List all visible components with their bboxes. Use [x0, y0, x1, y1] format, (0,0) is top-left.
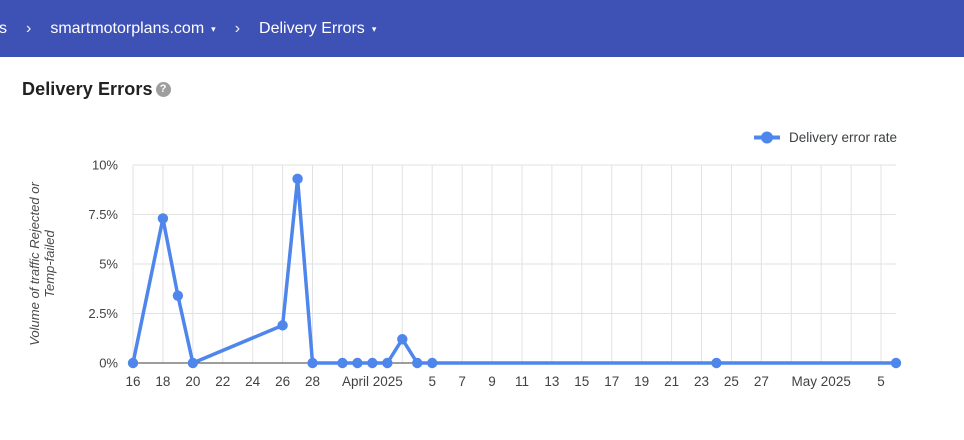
data-point-dot[interactable] [382, 357, 393, 369]
data-point-dot[interactable] [307, 357, 318, 369]
data-point-dot[interactable] [187, 357, 199, 369]
breadcrumb-item-domain[interactable]: smartmotorplans.com ▾ [50, 20, 215, 38]
breadcrumb-separator-icon: › [26, 19, 32, 37]
data-point-dot[interactable] [367, 357, 378, 369]
y-tick-label: 10% [92, 158, 118, 173]
breadcrumb: s › smartmotorplans.com ▾ › Delivery Err… [0, 20, 376, 38]
y-tick-label: 7.5% [88, 207, 118, 222]
legend-line-icon [753, 131, 780, 144]
data-point-dot[interactable] [172, 290, 184, 301]
x-tick-label: 5 [877, 374, 885, 389]
y-tick-label: 2.5% [88, 306, 118, 321]
data-point-dot[interactable] [397, 334, 408, 345]
data-point-dot[interactable] [890, 357, 902, 369]
breadcrumb-item-cropped[interactable]: s [0, 20, 7, 38]
y-axis-title: Volume of traffic Rejected orTemp-failed [27, 182, 57, 346]
x-tick-label: 18 [155, 374, 170, 389]
x-tick-label: April 2025 [342, 374, 403, 389]
y-tick-label: 0% [99, 356, 118, 371]
x-tick-label: 22 [215, 374, 230, 389]
legend-label: Delivery error rate [788, 130, 897, 145]
data-point-dot[interactable] [412, 357, 423, 369]
breadcrumb-separator-icon: › [234, 19, 241, 37]
x-tick-label: 28 [305, 374, 320, 389]
data-point-dot[interactable] [277, 320, 288, 331]
x-tick-label: 11 [515, 374, 529, 389]
x-tick-label: 21 [664, 374, 679, 389]
series-line [131, 177, 898, 365]
data-point-dot[interactable] [127, 357, 139, 369]
breadcrumb-domain-label: smartmotorplans.com [50, 19, 205, 37]
x-tick-label: 7 [458, 374, 466, 389]
x-tick-label: May 2025 [792, 374, 851, 389]
x-tick-label: 20 [185, 374, 200, 389]
x-tick-label: 19 [634, 374, 649, 389]
legend-dot [760, 131, 773, 144]
data-point-dot[interactable] [337, 357, 348, 369]
x-tick-label: 23 [694, 374, 709, 389]
x-tick-label: 9 [488, 374, 496, 389]
chevron-down-icon: ▾ [371, 24, 377, 34]
page-title: Delivery Errors [22, 79, 153, 99]
x-tick-label: 16 [125, 374, 140, 389]
x-tick-label: 25 [724, 374, 739, 389]
data-point-dot[interactable] [157, 213, 169, 224]
x-tick-label: 24 [245, 374, 261, 389]
data-point-dot[interactable] [711, 357, 722, 369]
page-title-row: Delivery Errors ? [22, 79, 171, 100]
x-tick-label: 5 [428, 374, 436, 389]
x-tick-label: 27 [754, 374, 769, 389]
data-point-dot[interactable] [292, 173, 303, 185]
chevron-down-icon: ▾ [211, 24, 216, 34]
legend: Delivery error rate [753, 130, 897, 145]
data-point-dot[interactable] [352, 357, 363, 369]
x-tick-label: 17 [604, 374, 619, 389]
top-nav-bar: s › smartmotorplans.com ▾ › Delivery Err… [0, 0, 964, 57]
breadcrumb-item-report[interactable]: Delivery Errors ▾ [259, 20, 376, 38]
x-tick-label: 15 [574, 374, 589, 389]
x-tick-label: 13 [544, 374, 559, 389]
breadcrumb-report-label: Delivery Errors [259, 19, 365, 37]
data-point-dot[interactable] [427, 357, 438, 369]
help-icon[interactable]: ? [155, 82, 171, 97]
breadcrumb-cropped-label: s [0, 19, 7, 37]
y-tick-label: 5% [99, 257, 118, 272]
x-tick-label: 26 [275, 374, 290, 389]
